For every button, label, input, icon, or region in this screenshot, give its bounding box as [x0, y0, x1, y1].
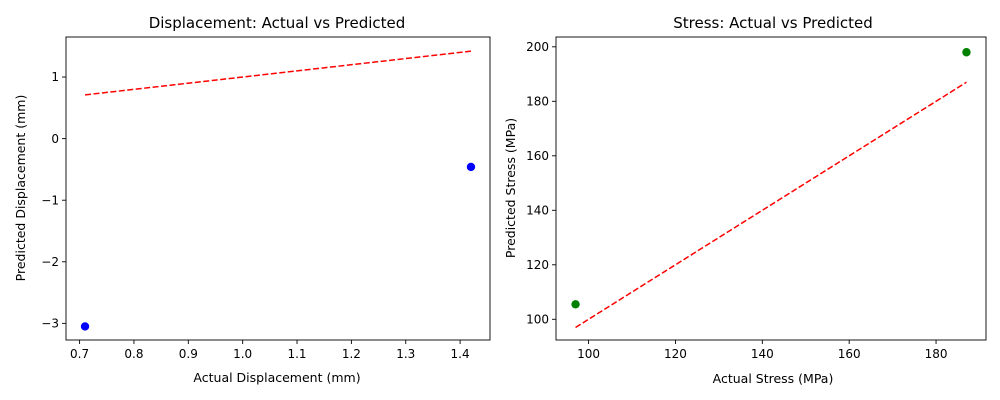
y-tick-label: 0	[51, 132, 59, 146]
y-tick-label: 100	[526, 312, 549, 326]
plot-frame	[555, 36, 987, 341]
reference-line	[84, 50, 472, 96]
x-tick-label: 180	[925, 347, 948, 361]
data-point	[466, 162, 476, 172]
x-tick-label: 0.7	[70, 347, 89, 361]
chart-title: Displacement: Actual vs Predicted	[149, 14, 406, 32]
x-tick-label: 1.4	[451, 347, 470, 361]
x-tick-label: 1.0	[233, 347, 252, 361]
x-axis-label: Actual Stress (MPa)	[713, 371, 834, 386]
plot-frame	[65, 36, 491, 341]
y-tick-label: 160	[526, 149, 549, 163]
x-tick-label: 100	[577, 347, 600, 361]
chart-title: Stress: Actual vs Predicted	[673, 14, 873, 32]
x-tick-label: 120	[664, 347, 687, 361]
x-tick-label: 1.2	[342, 347, 361, 361]
stress-panel: Stress: Actual vs Predicted Actual Stres…	[503, 14, 987, 386]
y-tick-label: 200	[526, 40, 549, 54]
data-point	[80, 322, 90, 331]
y-axis-label: Predicted Displacement (mm)	[13, 95, 28, 282]
x-tick-label: 0.8	[124, 347, 143, 361]
y-tick-label: 120	[526, 258, 549, 272]
displacement-panel: Displacement: Actual vs Predicted Actual…	[13, 14, 491, 385]
data-point	[962, 48, 971, 57]
data-point	[571, 300, 580, 309]
y-tick-label: −3	[41, 317, 59, 331]
x-tick-label: 1.1	[287, 347, 306, 361]
x-tick-label: 140	[751, 347, 774, 361]
y-tick-label: 180	[526, 95, 549, 109]
y-tick-label: 1	[51, 70, 59, 84]
y-tick-label: −1	[41, 193, 59, 207]
x-axis-label: Actual Displacement (mm)	[193, 370, 360, 385]
reference-line	[575, 81, 967, 329]
y-tick-label: 140	[526, 203, 549, 217]
x-tick-label: 1.3	[396, 347, 415, 361]
y-axis-label: Predicted Stress (MPa)	[503, 118, 518, 258]
y-tick-label: −2	[41, 255, 59, 269]
x-tick-label: 0.9	[179, 347, 198, 361]
x-tick-label: 160	[838, 347, 861, 361]
